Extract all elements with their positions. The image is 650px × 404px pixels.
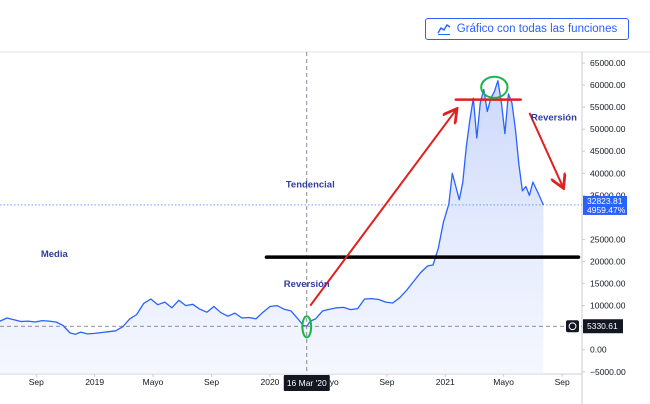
x-tick-label: 2020 (261, 377, 280, 387)
drawn-ellipse-0 (301, 315, 313, 339)
last-change-label: 4959.47% (587, 205, 626, 215)
y-tick-label: 20000.00 (590, 257, 626, 267)
crosshair-date-label: 16 Mar '20 (287, 378, 327, 388)
y-tick-label: 15000.00 (590, 279, 626, 289)
x-tick-label: Sep (204, 377, 219, 387)
annotation-label-3: Reversión (531, 112, 577, 123)
alarm-icon[interactable] (566, 320, 579, 333)
last-price-label: 32823.81 (587, 196, 623, 206)
y-tick-label: 35000.00 (590, 190, 626, 200)
y-tick-label: 10000.00 (590, 301, 626, 311)
y-tick-label: 45000.00 (590, 146, 626, 156)
crosshair-price-label: 5330.61 (587, 321, 618, 331)
last-price-box (583, 195, 627, 215)
y-tick-label: 65000.00 (590, 58, 626, 68)
full-chart-button-label: Gráfico con todas las funciones (456, 23, 618, 35)
annotation-label-0: Tendencial (286, 179, 335, 190)
annotation-label-2: Reversión (284, 279, 330, 290)
y-tick-label: 25000.00 (590, 234, 626, 244)
crosshair-price-box (583, 319, 623, 334)
alarm-icon-face (568, 322, 577, 331)
x-tick-label: Sep (555, 377, 570, 387)
alarm-icon-bg (566, 320, 579, 333)
drawn-ellipse-1 (480, 75, 509, 99)
y-tick-label: 40000.00 (590, 168, 626, 178)
drawn-arrow-1 (528, 112, 562, 187)
chart-icon (437, 24, 451, 35)
y-tick-label: 60000.00 (590, 80, 626, 90)
x-tick-label: Sep (379, 377, 394, 387)
y-tick-label: 0.00 (590, 345, 607, 355)
x-tick-label: Mayo (493, 377, 514, 387)
annotation-label-1: Media (41, 249, 69, 260)
y-tick-label: −5000.00 (590, 367, 626, 377)
drawn-arrow-0 (309, 110, 456, 307)
x-tick-label: 2019 (85, 377, 104, 387)
full-chart-button[interactable]: Gráfico con todas las funciones (425, 18, 629, 40)
price-area-fill (0, 80, 544, 374)
x-tick-label: Mayo (143, 377, 164, 387)
crosshair-date-box (283, 375, 330, 391)
x-tick-label: 2021 (436, 377, 455, 387)
y-tick-label: 55000.00 (590, 102, 626, 112)
y-tick-label: 50000.00 (590, 124, 626, 134)
x-tick-label: Sep (29, 377, 44, 387)
